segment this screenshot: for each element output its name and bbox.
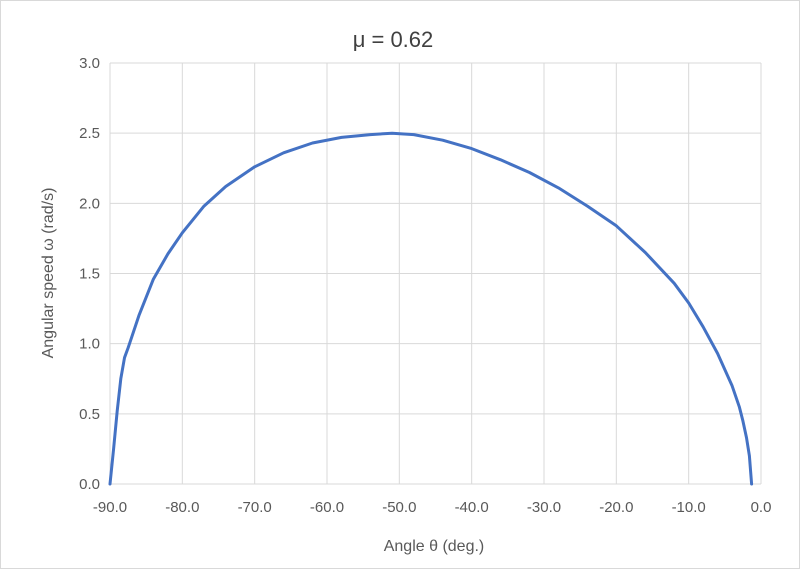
y-tick-label: 0.0	[79, 476, 100, 493]
series-line	[108, 131, 754, 486]
y-tick-label: 3.0	[79, 55, 100, 72]
x-tick-label: -50.0	[382, 499, 416, 516]
y-tick-label: 0.5	[79, 406, 100, 423]
x-tick-label: -80.0	[165, 499, 199, 516]
y-axis-title: Angular speed ω (rad/s)	[40, 188, 57, 359]
x-axis-title: Angle θ (deg.)	[384, 538, 485, 555]
x-tick-label: -10.0	[672, 499, 706, 516]
data-series	[108, 131, 754, 486]
y-tick-label: 2.0	[79, 195, 100, 212]
y-tick-label: 1.0	[79, 336, 100, 353]
x-tick-labels: -90.0 -80.0 -70.0 -60.0 -50.0 -40.0 -30.0 -20.0…	[93, 499, 772, 516]
x-tick-label: -40.0	[455, 499, 489, 516]
x-tick-label: -30.0	[527, 499, 561, 516]
x-tick-label: -20.0	[599, 499, 633, 516]
x-tick-label: -60.0	[310, 499, 344, 516]
chart-title: μ = 0.62	[353, 27, 434, 52]
y-tick-labels: 0.0 0.5 1.0 1.5 2.0 2.5 3.0	[79, 55, 100, 493]
y-tick-label: 2.5	[79, 125, 100, 142]
y-tick-label: 1.5	[79, 266, 100, 283]
x-tick-label: 0.0	[751, 499, 772, 516]
x-tick-label: -90.0	[93, 499, 127, 516]
x-tick-label: -70.0	[238, 499, 272, 516]
